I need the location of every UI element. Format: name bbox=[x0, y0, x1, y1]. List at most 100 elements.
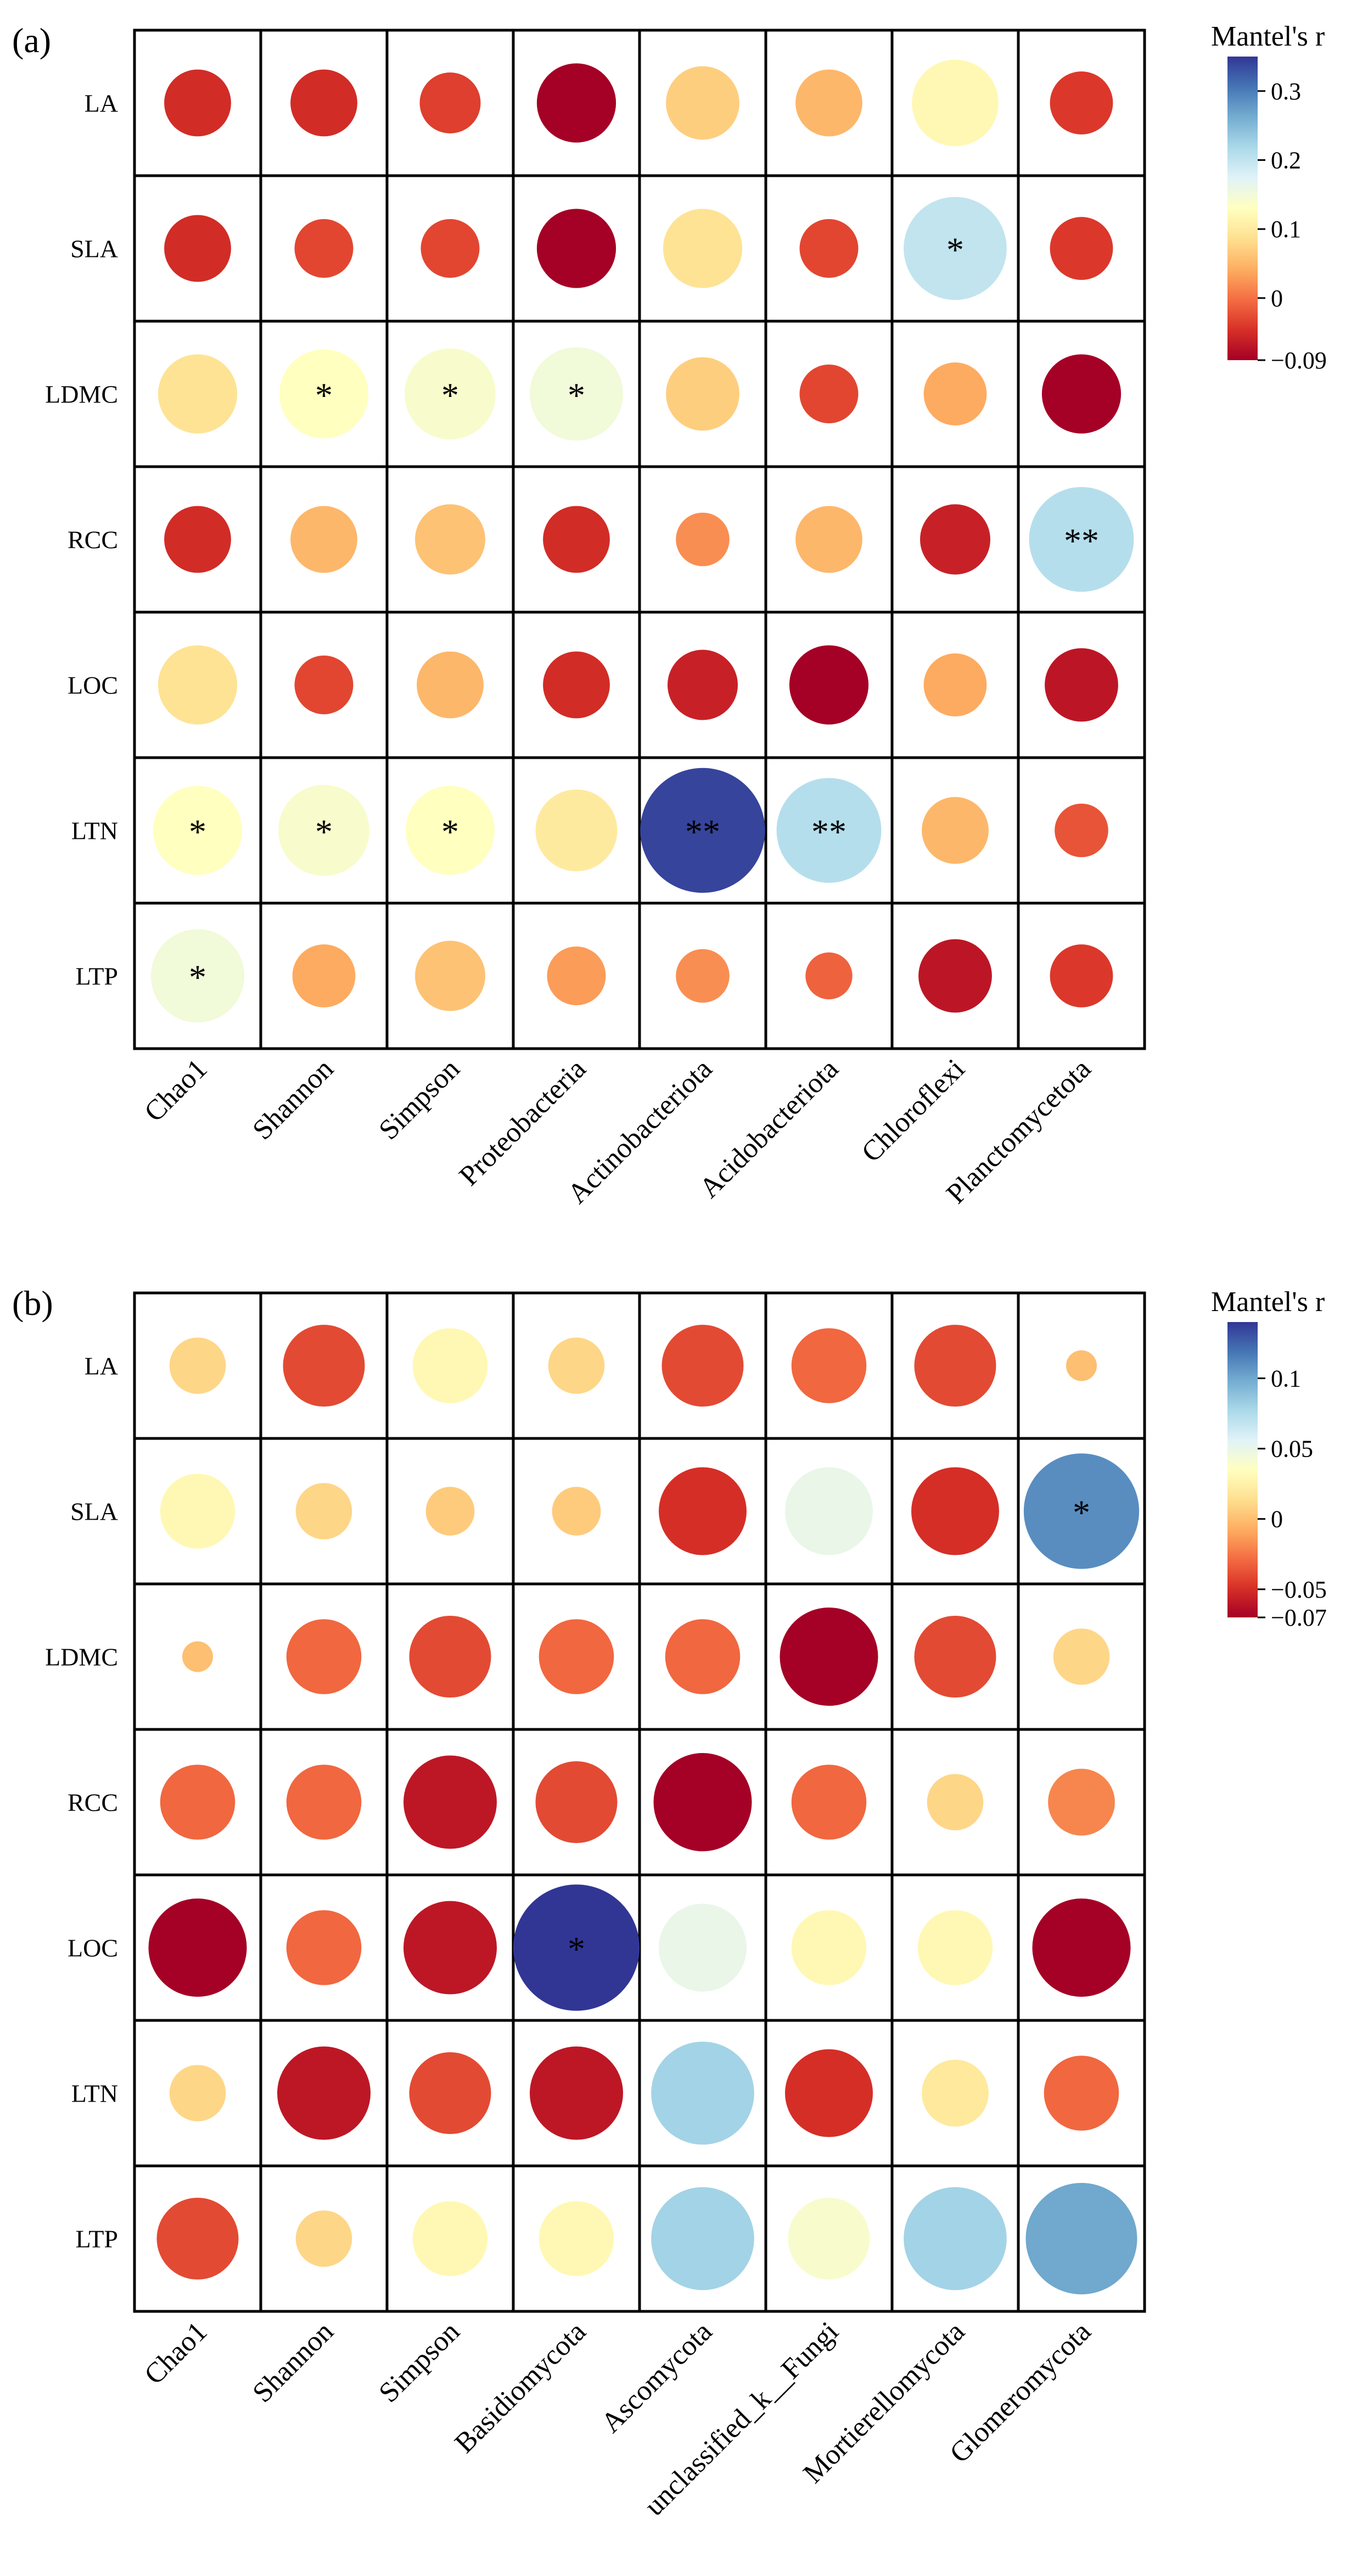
correlation-circle bbox=[415, 504, 485, 575]
correlation-circle bbox=[283, 1325, 365, 1407]
correlation-circle bbox=[1032, 1899, 1131, 1997]
correlation-circle bbox=[158, 354, 238, 434]
row-label: RCC bbox=[68, 526, 118, 554]
column-label: Simpson bbox=[373, 2316, 466, 2409]
correlation-circle bbox=[294, 656, 354, 714]
correlation-circle bbox=[278, 785, 369, 876]
colorbar-tick-label: −0.07 bbox=[1271, 1604, 1327, 1631]
correlation-circle bbox=[791, 1328, 867, 1403]
significance-mark: * bbox=[441, 813, 459, 852]
correlation-circle bbox=[1050, 217, 1113, 280]
correlation-circle bbox=[1023, 1453, 1140, 1569]
correlation-circle bbox=[785, 1467, 873, 1555]
correlation-circle bbox=[412, 1328, 488, 1403]
colorbar bbox=[1227, 57, 1258, 360]
correlation-circle bbox=[290, 506, 357, 573]
row-label: LA bbox=[85, 89, 118, 117]
correlation-circle bbox=[292, 944, 356, 1007]
significance-mark: ** bbox=[1064, 522, 1099, 561]
correlation-circle bbox=[160, 1765, 236, 1840]
significance-mark: * bbox=[441, 376, 459, 415]
correlation-circle bbox=[791, 1765, 867, 1840]
correlation-circle bbox=[151, 929, 244, 1023]
panel-b: (b) * * LA SLA LDMC RCC LOC LTN LTP Chao1 Shannon Si… bbox=[12, 1284, 1327, 2522]
correlation-circle bbox=[666, 357, 739, 431]
colorbar-tick-label: 0.1 bbox=[1271, 1365, 1301, 1392]
correlation-circle bbox=[156, 2198, 239, 2280]
row-label: LA bbox=[85, 1352, 118, 1380]
correlation-circle bbox=[1041, 354, 1122, 434]
correlation-circle bbox=[780, 1608, 878, 1706]
colorbar-tick-label: 0.3 bbox=[1271, 78, 1301, 105]
correlation-circle bbox=[548, 1337, 605, 1394]
correlation-circle bbox=[406, 786, 495, 875]
correlation-circle bbox=[535, 1761, 618, 1843]
correlation-circle bbox=[536, 63, 616, 143]
correlation-circle bbox=[1050, 944, 1113, 1007]
significance-mark: * bbox=[315, 376, 333, 415]
significance-mark: * bbox=[189, 958, 206, 997]
column-label: Chloroflexi bbox=[856, 1053, 971, 1168]
correlation-circle bbox=[922, 2059, 989, 2127]
correlation-circle bbox=[148, 1899, 247, 1997]
correlation-circle bbox=[904, 2187, 1007, 2291]
significance-mark: * bbox=[1073, 1493, 1090, 1532]
correlation-circle bbox=[1050, 71, 1113, 135]
correlation-circle bbox=[539, 1619, 614, 1694]
row-label: LOC bbox=[68, 671, 118, 699]
panel-a: (a)** * **** * * ** ***LASLALDMCRCCLOCLTNLTPCh… bbox=[12, 21, 1327, 1210]
significance-mark: ** bbox=[685, 813, 720, 852]
correlation-circle bbox=[286, 1910, 362, 1985]
correlation-circle bbox=[1025, 2183, 1137, 2294]
correlation-circle bbox=[513, 1884, 640, 2011]
column-label: Shannon bbox=[246, 1053, 339, 1146]
correlation-circle bbox=[535, 789, 618, 871]
significance-mark: * bbox=[315, 813, 333, 852]
correlation-circle bbox=[403, 1901, 497, 1995]
column-label: Basidiomycota bbox=[449, 2316, 592, 2459]
column-label: Proteobacteria bbox=[453, 1053, 592, 1192]
significance-mark: ** bbox=[811, 813, 846, 852]
correlation-circle bbox=[914, 1616, 996, 1698]
correlation-circle bbox=[543, 651, 610, 719]
column-label: Chao1 bbox=[138, 2316, 213, 2390]
correlation-circle bbox=[785, 2049, 873, 2137]
colorbar-tick-label: 0 bbox=[1271, 1506, 1283, 1533]
correlation-circle bbox=[914, 1325, 996, 1407]
column-label: Shannon bbox=[246, 2316, 339, 2409]
correlation-circle bbox=[409, 1616, 491, 1698]
correlation-circle bbox=[536, 209, 616, 288]
row-label: LOC bbox=[68, 1934, 118, 1962]
correlation-circle bbox=[1048, 1768, 1115, 1836]
correlation-circle bbox=[668, 649, 738, 720]
correlation-circle bbox=[795, 506, 862, 573]
correlation-circle bbox=[651, 2187, 754, 2291]
correlation-circle bbox=[799, 365, 859, 423]
correlation-circle bbox=[1066, 1350, 1097, 1381]
colorbar-title: Mantel's r bbox=[1211, 1286, 1325, 1318]
correlation-circle bbox=[1044, 2056, 1119, 2131]
correlation-circle bbox=[286, 1765, 362, 1840]
correlation-circle bbox=[923, 653, 987, 716]
correlation-circle bbox=[164, 506, 231, 573]
colorbar-tick-label: 0.05 bbox=[1271, 1436, 1313, 1463]
correlation-circle bbox=[419, 72, 481, 133]
correlation-circle bbox=[153, 786, 242, 875]
correlation-circle bbox=[403, 1755, 497, 1849]
correlation-circle bbox=[1045, 648, 1118, 722]
correlation-circle bbox=[182, 1641, 213, 1672]
correlation-circle bbox=[158, 645, 238, 725]
correlation-circle bbox=[659, 1467, 747, 1555]
row-label: SLA bbox=[70, 235, 118, 263]
row-label: LTP bbox=[75, 962, 118, 990]
correlation-circle bbox=[922, 797, 989, 864]
significance-mark: * bbox=[946, 231, 964, 270]
row-label: LTN bbox=[71, 2080, 118, 2108]
correlation-circle bbox=[530, 2046, 623, 2140]
panel-label: (b) bbox=[12, 1284, 53, 1323]
column-label: Simpson bbox=[373, 1053, 466, 1146]
correlation-circle bbox=[169, 1337, 226, 1394]
correlation-circle bbox=[1055, 803, 1108, 858]
